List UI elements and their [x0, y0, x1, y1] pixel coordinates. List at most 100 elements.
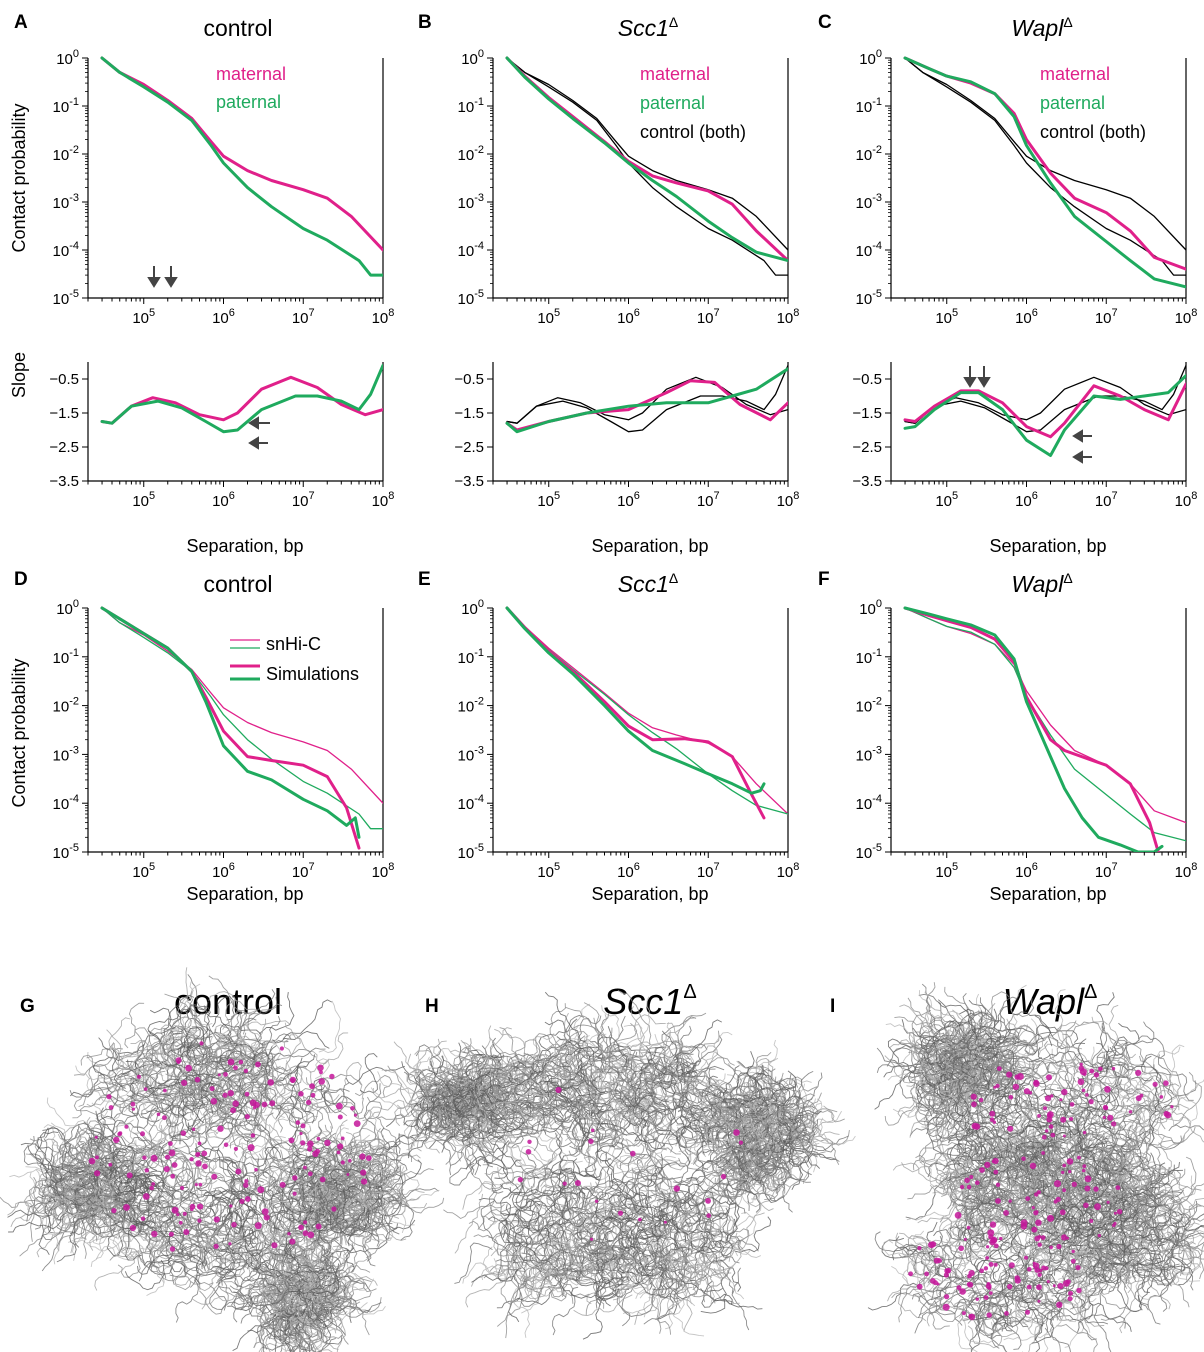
- chromatin-strand: [967, 1219, 1010, 1258]
- chromatin-strand: [537, 1215, 590, 1242]
- cohesin-marker: [525, 1149, 532, 1155]
- chromatin-strand: [208, 1080, 239, 1110]
- cohesin-marker: [151, 1182, 156, 1186]
- chromatin-strand: [224, 1108, 261, 1139]
- cohesin-marker: [316, 1136, 321, 1141]
- x-tick-label: 105: [132, 490, 155, 510]
- arrow-left-icon: [248, 416, 270, 430]
- cohesin-marker: [142, 1193, 150, 1200]
- series-line-snhi-c: [904, 607, 1186, 842]
- chromatin-strand: [639, 1105, 661, 1163]
- cohesin-marker: [227, 1058, 235, 1066]
- y-tick-label: 10-5: [458, 842, 484, 862]
- chromatin-strand: [208, 1047, 266, 1067]
- x-tick-label: 105: [537, 861, 560, 881]
- chromatin-strand: [465, 1155, 522, 1170]
- chromatin-strand: [544, 1168, 572, 1215]
- chromatin-strand: [285, 1173, 330, 1213]
- x-tick-label: 105: [935, 307, 958, 327]
- chromatin-strand: [514, 1217, 539, 1262]
- chromatin-strand: [429, 1045, 464, 1083]
- chromatin-strand: [1140, 1191, 1162, 1248]
- chromatin-strand: [454, 1102, 496, 1140]
- chromatin-strand: [117, 1027, 176, 1055]
- chromatin-strand: [125, 1183, 156, 1225]
- chromatin-strand: [479, 1078, 521, 1117]
- chromatin-strand: [725, 1182, 738, 1245]
- x-label-e: Separation, bp: [591, 884, 708, 904]
- chromatin-strand: [36, 1142, 83, 1171]
- chromatin-strand: [895, 1232, 925, 1287]
- chromatin-strand: [708, 1235, 734, 1294]
- chromatin-strand: [139, 1147, 178, 1191]
- chromatin-strand: [720, 1139, 761, 1177]
- series-line-paternal: [505, 367, 788, 434]
- chromatin-strand: [943, 1008, 975, 1038]
- arrow-down-icon: [147, 266, 161, 288]
- chromatin-strand: [358, 1209, 384, 1231]
- chromatin-strand: [282, 999, 333, 1040]
- cohesin-marker: [307, 1171, 313, 1177]
- chromatin-strand: [209, 1285, 228, 1310]
- chromatin-strand: [559, 1277, 611, 1307]
- panel-label-b: B: [418, 12, 432, 33]
- x-tick-label: 108: [1175, 861, 1198, 881]
- chromatin-strand: [638, 1153, 663, 1209]
- chromatin-strand: [585, 1260, 617, 1316]
- chromatin-strand: [1129, 1168, 1186, 1190]
- chromatin-strand: [247, 1188, 277, 1234]
- chromatin-strand: [649, 1046, 679, 1087]
- chromatin-strand: [496, 1067, 536, 1101]
- chromatin-strand: [510, 1087, 543, 1112]
- chromatin-strand: [95, 1204, 121, 1260]
- chromatin-strand: [278, 1310, 320, 1341]
- chromatin-strand: [533, 1247, 567, 1296]
- cohesin-marker: [307, 1146, 313, 1152]
- chromatin-strand: [403, 1102, 439, 1147]
- chromatin-strand: [928, 1285, 950, 1330]
- chromatin-strand: [489, 1263, 529, 1286]
- chromatin-strand: [233, 1096, 271, 1141]
- chromatin-strand: [101, 1180, 118, 1215]
- chromatin-strand: [379, 1187, 439, 1202]
- chromatin-strand: [142, 1054, 163, 1093]
- chromatin-strand: [59, 1122, 96, 1156]
- chromatin-strand: [352, 1145, 390, 1178]
- chromatin-strand: [753, 1092, 777, 1151]
- cohesin-marker: [228, 1242, 232, 1246]
- chromatin-strand: [695, 1183, 729, 1220]
- chromatin-strand: [265, 1060, 305, 1112]
- chromatin-strand: [381, 1069, 433, 1108]
- chromatin-strand: [94, 1146, 124, 1165]
- chromatin-strand: [175, 1274, 202, 1323]
- chromatin-strand: [523, 1033, 566, 1056]
- chromatin-strand: [619, 1210, 678, 1226]
- chromatin-strand: [884, 1105, 939, 1126]
- chromatin-strand: [462, 1182, 498, 1210]
- cohesin-marker: [317, 1064, 324, 1072]
- chromatin-strand: [1044, 1083, 1071, 1131]
- cohesin-marker: [590, 1237, 594, 1241]
- chromatin-strand: [682, 1198, 712, 1232]
- series-group: [100, 56, 383, 277]
- chromatin-strand: [675, 1059, 697, 1083]
- chromatin-strand: [366, 1200, 391, 1259]
- chromatin-strand: [609, 1252, 648, 1288]
- chromatin-strand: [921, 983, 941, 1044]
- chromatin-strand: [365, 1215, 394, 1242]
- chromatin-strand: [479, 1065, 531, 1092]
- cohesin-marker: [337, 1114, 343, 1120]
- chromatin-strand: [169, 1210, 192, 1260]
- legend-a-maternal: maternal: [216, 64, 286, 84]
- cohesin-marker: [117, 1131, 122, 1137]
- chromatin-strand: [308, 1317, 323, 1352]
- chromatin-strand: [216, 1147, 258, 1182]
- chromatin-strand: [601, 1160, 652, 1199]
- chromatin-strand: [140, 1049, 176, 1081]
- chromatin-strand: [1006, 1167, 1038, 1193]
- chromatin-strand: [607, 1022, 638, 1073]
- cohesin-marker: [336, 1150, 341, 1155]
- chromatin-strand: [592, 1014, 608, 1073]
- chromatin-strand: [160, 1123, 195, 1149]
- chromatin-strand: [540, 1035, 586, 1076]
